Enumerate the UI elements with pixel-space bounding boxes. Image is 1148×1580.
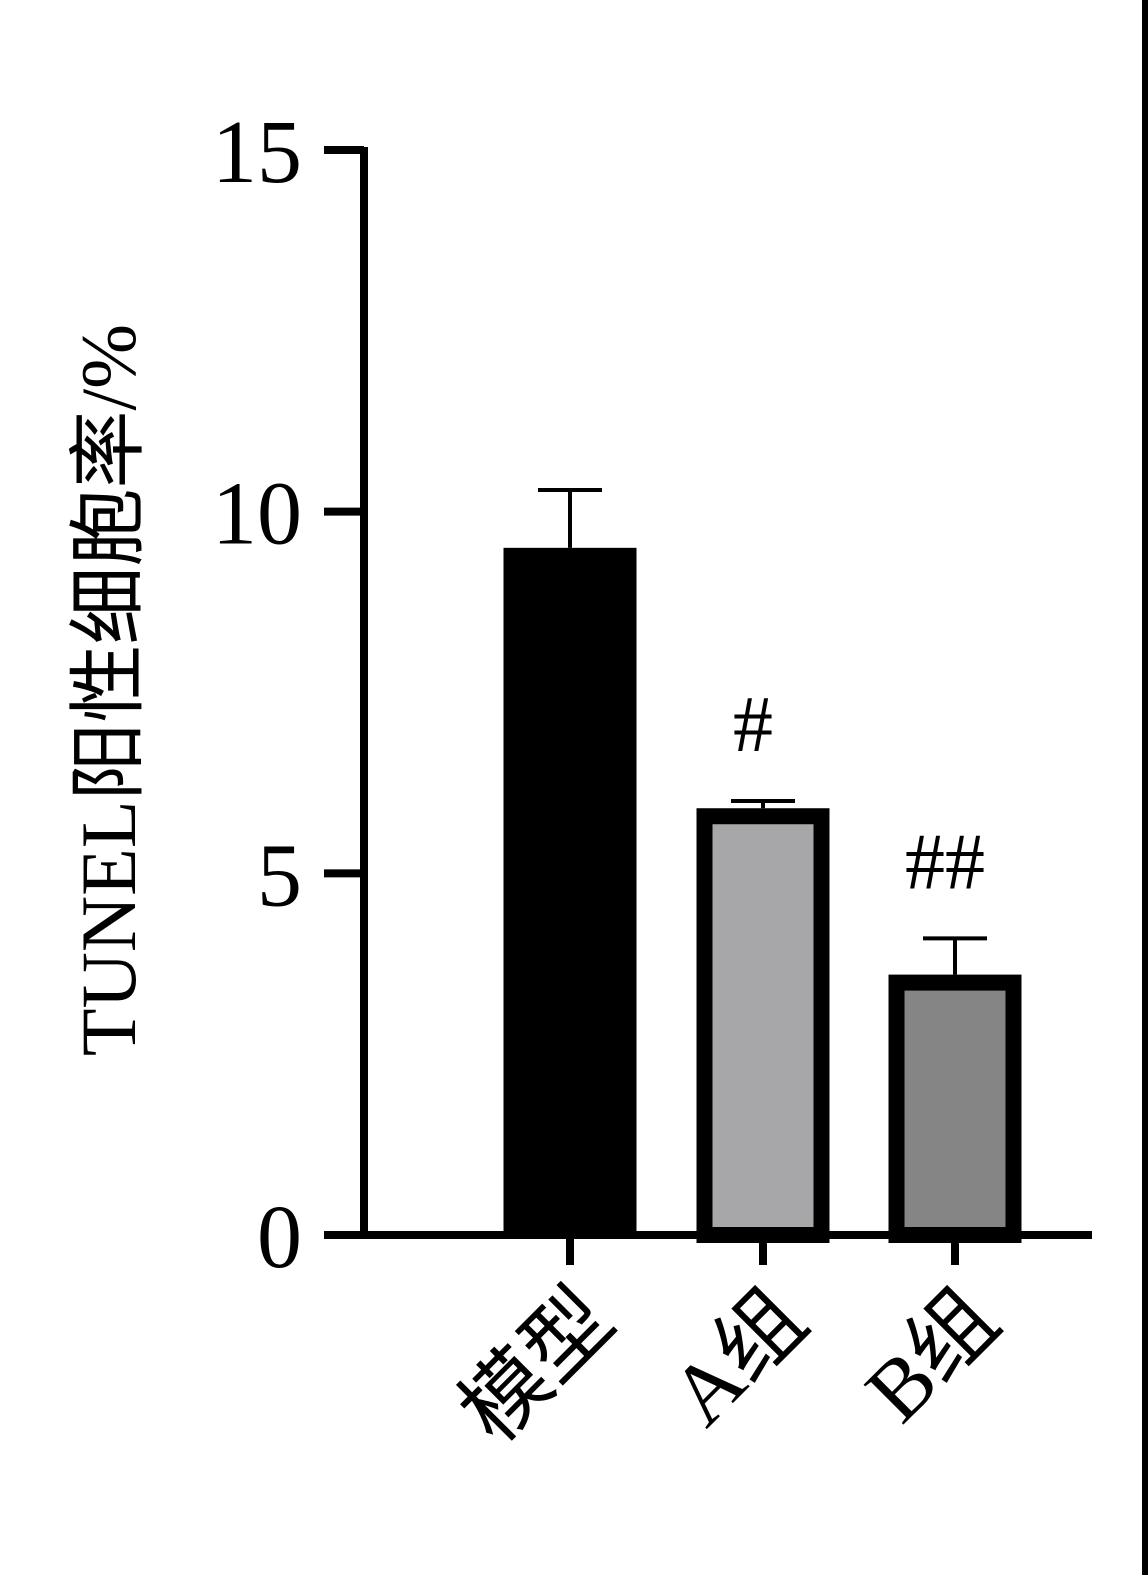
y-axis-label: TUNEL阳性细胞率/% <box>65 324 152 1056</box>
x-tick-label: A组 <box>652 1271 825 1444</box>
x-tick-label: B组 <box>847 1271 1016 1440</box>
y-tick-label: 5 <box>257 826 302 925</box>
y-tick-label: 0 <box>257 1188 302 1287</box>
significance-label-3: ## <box>905 818 985 906</box>
x-tick-label: 模型 <box>442 1271 632 1461</box>
bar-2 <box>696 808 830 1243</box>
bar-3 <box>888 974 1022 1243</box>
significance-label-2: # <box>733 681 773 769</box>
right-border-line <box>1142 0 1148 1575</box>
bar-1 <box>503 547 637 1235</box>
y-tick-label: 10 <box>212 465 302 564</box>
y-tick-label: 15 <box>212 103 302 202</box>
